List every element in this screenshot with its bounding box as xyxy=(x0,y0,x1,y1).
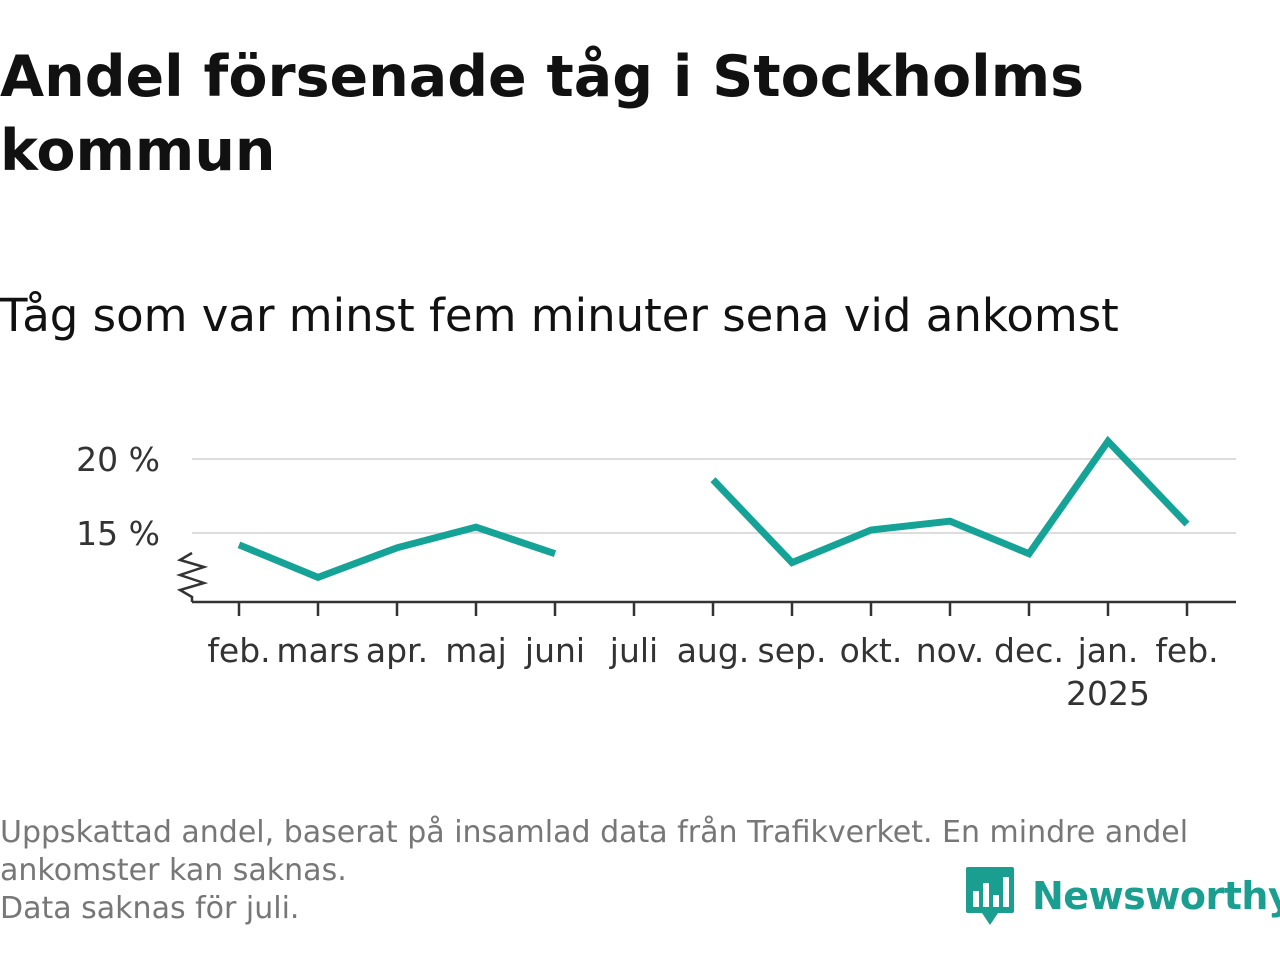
bar-chart-speech-bubble-icon xyxy=(966,867,1014,925)
x-tick-label: dec. xyxy=(994,631,1064,670)
y-tick-label: 15 % xyxy=(76,514,160,553)
x-tick-label: jan. xyxy=(1077,631,1139,670)
x-tick-label: okt. xyxy=(840,631,903,670)
x-tick-label: mars xyxy=(276,631,359,670)
footnote-line: ankomster kan saknas. xyxy=(0,853,347,888)
series-line xyxy=(710,435,1190,567)
chart-title: Andel försenade tåg i Stockholms kommun xyxy=(0,44,1085,184)
x-tick-label: feb. xyxy=(1155,631,1218,670)
x-tick-label: feb. xyxy=(207,631,270,670)
x-tick-label: sep. xyxy=(758,631,827,670)
axis-break-icon xyxy=(176,551,209,602)
footnote: Uppskattad andel, baserat på insamlad da… xyxy=(0,814,1270,928)
footnote-line: Uppskattad andel, baserat på insamlad da… xyxy=(0,815,1189,850)
x-year-label: 2025 xyxy=(1066,674,1150,713)
x-tick-label: juli xyxy=(609,631,658,670)
line-chart: 15 %20 %feb. mars apr. maj juni juli aug. sep. o… xyxy=(76,435,1236,713)
chart-subtitle: Tåg som var minst fem minuter sena vid a… xyxy=(0,289,1119,342)
x-tick-label: juni xyxy=(524,631,585,670)
x-tick-label: nov. xyxy=(916,631,985,670)
x-tick-label: maj xyxy=(445,631,507,670)
series-line xyxy=(237,523,557,582)
x-tick-label: aug. xyxy=(677,631,750,670)
y-tick-label: 20 % xyxy=(76,440,160,479)
brand-name: Newsworthy xyxy=(1032,874,1280,918)
footnote-line: Data saknas för juli. xyxy=(0,891,300,926)
brand-logo: Newsworthy xyxy=(964,864,1280,928)
x-tick-label: apr. xyxy=(366,631,428,670)
